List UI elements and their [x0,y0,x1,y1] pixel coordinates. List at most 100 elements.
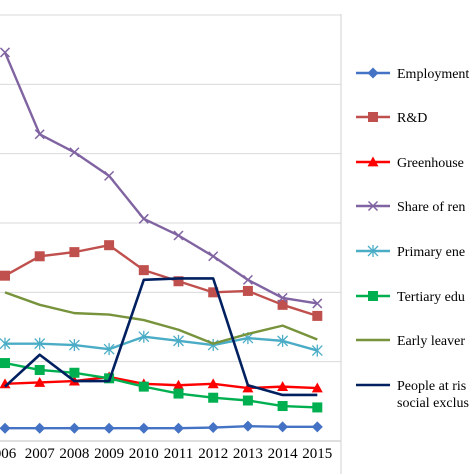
series-share-of-ren-point-2009 [104,170,115,181]
series-greenhouse-point-2013 [242,382,254,393]
legend-employment-label: Employment [397,67,469,82]
series-primary-ene-point-2006 [0,337,11,350]
series-tertiary-edu-line [4,361,318,409]
series-tertiary-edu-point-2007 [34,364,45,375]
series-share-of-ren-point-2007 [34,129,45,140]
legend-early-leaver-label: Early leaver [397,334,465,349]
x-tick-label-2008: 2008 [59,446,89,462]
series-r-d-point-2011 [173,276,184,287]
series-share-of-ren-line [3,51,318,305]
series-primary-ene-point-2009 [103,343,115,356]
series-employment-point-2007 [34,422,46,434]
x-tick-label-2015: 2015 [302,446,332,462]
x-tick-label-2007: 2007 [25,446,56,462]
series-r-d [0,240,323,321]
series-employment-point-2010 [138,422,150,434]
series-employment-point-2012 [207,422,219,434]
series-greenhouse-point-2007 [34,376,46,387]
series-primary-ene-point-2015 [311,344,323,357]
series-greenhouse-point-2015 [311,382,323,393]
x-tick-label-2013: 2013 [233,446,263,462]
series-employment-point-2009 [103,422,115,434]
series-tertiary-edu-point-2012 [208,392,219,403]
series-greenhouse-point-2011 [173,379,184,390]
legend-greenhouse-label: Greenhouse [397,156,464,171]
series-r-d-point-2007 [34,251,45,262]
legend-greenhouse-marker [367,156,379,167]
series-employment-line [5,424,318,430]
series-share-of-ren-point-2013 [242,274,253,285]
series-r-d-point-2009 [104,240,115,251]
series-employment-point-2006 [0,422,11,434]
legend-share-of-ren: Share of ren [356,200,465,215]
series-tertiary-edu-point-2013 [242,395,253,406]
series-people-at-ris [4,277,318,397]
series-tertiary-edu-point-2008 [69,367,80,378]
x-tick-label-2010: 2010 [129,446,159,462]
series-primary-ene-point-2010 [138,330,150,343]
legend-primary-ene: Primary ene [356,245,465,260]
legend: Employment R&D Greenhouse Share of ren Prima… [356,67,469,411]
series-r-d-point-2010 [138,265,149,276]
legend-primary-ene-marker [367,245,379,257]
legend-early-leaver: Early leaver [356,334,465,349]
series-people-at-ris-line [4,277,318,397]
legend-primary-ene-label: Primary ene [397,245,465,260]
series-greenhouse-line [4,375,318,390]
series-greenhouse-point-2014 [277,381,289,392]
series-employment [0,420,323,434]
series-r-d-point-2013 [242,285,253,296]
series-tertiary-edu-point-2015 [312,402,323,413]
legend-tertiary-edu: Tertiary edu [356,290,465,305]
series-r-d-line [4,243,318,318]
series-tertiary-edu [0,358,323,413]
x-tick-label-2011: 2011 [164,446,193,462]
legend-people-at-ris: People at ris social exclus [356,379,469,411]
series-share-of-ren [0,47,323,309]
series-employment-point-2008 [68,422,80,434]
series-share-of-ren-point-2010 [138,213,149,224]
series-share-of-ren-point-2014 [277,292,288,303]
x-tick-label-2014: 2014 [268,446,299,462]
series-r-d-point-2012 [208,287,219,298]
series-tertiary-edu-point-2011 [173,388,184,399]
series-share-of-ren-point-2011 [173,230,184,241]
series-share-of-ren-point-2015 [312,298,323,309]
series-early-leaver [4,291,318,345]
series-primary-ene-point-2008 [68,339,80,352]
series-tertiary-edu-point-2006 [0,358,10,369]
series-share-of-ren-point-2006 [0,47,11,58]
series-employment-point-2015 [311,421,323,433]
legend-r-d: R&D [356,111,427,126]
series-primary-ene-point-2011 [173,334,184,347]
series-share-of-ren-point-2008 [69,147,80,158]
series-employment-point-2013 [242,420,254,432]
x-tick-label-2009: 2009 [94,446,124,462]
series-employment-point-2011 [173,422,184,434]
series-primary-ene-point-2007 [34,337,46,350]
series-r-d-point-2008 [69,247,80,258]
series-r-d-point-2015 [312,310,323,321]
legend-people-at-ris-label-line2: social exclus [397,396,469,411]
legend-employment: Employment [356,67,469,82]
series-layer [0,47,323,434]
x-tick-label-2012: 2012 [198,446,228,462]
legend-tertiary-edu-label: Tertiary edu [397,290,465,305]
series-share-of-ren-point-2012 [208,251,219,262]
legend-share-of-ren-label: Share of ren [397,200,465,215]
series-r-d-point-2014 [277,299,288,310]
legend-r-d-marker [368,112,378,122]
series-employment-point-2014 [277,421,289,433]
legend-people-at-ris-label: People at ris [397,379,466,394]
gridlines [0,14,341,363]
series-r-d-point-2006 [0,270,10,281]
series-tertiary-edu-point-2010 [138,381,149,392]
series-early-leaver-line [4,291,318,345]
series-greenhouse-point-2012 [207,378,219,389]
legend-share-of-ren-marker [367,200,379,212]
series-primary-ene [0,330,323,357]
legend-r-d-label: R&D [397,111,427,126]
x-tick-label-2006: 006 [0,446,17,462]
